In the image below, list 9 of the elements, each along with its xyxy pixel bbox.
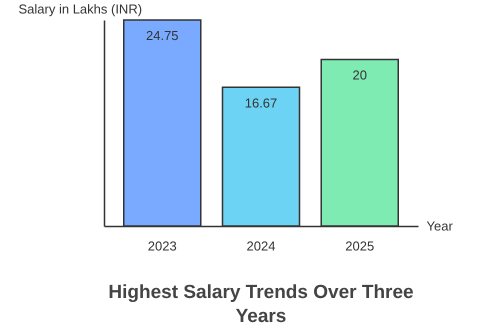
x-tick-label: 2025 xyxy=(345,238,374,254)
x-axis-title: Year xyxy=(426,218,454,234)
x-tick-label: 2024 xyxy=(246,238,276,254)
x-tick-label: 2023 xyxy=(148,238,177,254)
data-label: 16.67 xyxy=(244,95,278,110)
y-axis-title: Salary in Lakhs (INR) xyxy=(18,2,142,16)
data-label: 20 xyxy=(352,68,367,83)
text: Highest Salary Trends Over Three Years xyxy=(108,282,414,327)
data-label: 24.75 xyxy=(146,28,179,43)
